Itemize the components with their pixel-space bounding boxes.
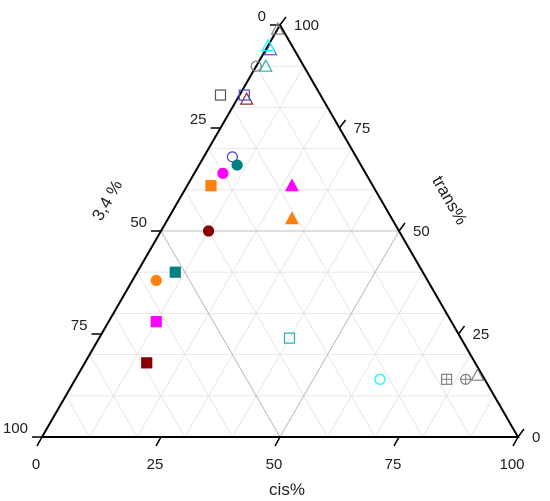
tick-label-cis: 0 — [32, 456, 40, 473]
data-point — [226, 151, 238, 163]
grid-line — [89, 354, 138, 438]
tick-mark — [274, 436, 281, 447]
tick-label-trans: 75 — [354, 120, 371, 137]
data-point — [205, 180, 217, 192]
tick-label-cis: 75 — [385, 456, 402, 473]
tick-label-34: 25 — [190, 111, 207, 128]
grid-line — [113, 313, 186, 438]
tick-mark — [338, 119, 347, 129]
data-point — [284, 178, 299, 192]
grid-line — [136, 271, 233, 438]
tick-label-34: 50 — [130, 214, 147, 231]
grid-line — [422, 354, 471, 438]
tick-label-34: 100 — [3, 420, 28, 437]
tick-label-cis: 100 — [499, 456, 524, 473]
tick-mark — [517, 428, 525, 438]
grid-line — [65, 395, 90, 438]
tick-label-34: 75 — [71, 317, 88, 334]
tick-label-trans: 100 — [294, 17, 319, 34]
tick-label-cis: 50 — [266, 456, 283, 473]
data-point — [203, 225, 215, 237]
data-point — [239, 91, 254, 105]
data-point — [258, 58, 273, 72]
tick-label-34: 0 — [258, 8, 266, 25]
tick-mark — [155, 436, 162, 447]
tick-mark — [457, 325, 466, 335]
tick-labels: 0 25 50 75 100 100 75 50 25 0 0 25 50 75 100 — [3, 8, 540, 473]
data-point — [283, 332, 296, 344]
grid-line — [89, 65, 305, 438]
data-point — [270, 21, 285, 35]
axis-title-cis: cis% — [269, 480, 305, 499]
data-points — [141, 21, 485, 385]
data-point — [214, 89, 227, 101]
grid-line — [279, 230, 400, 438]
grid-line — [184, 148, 352, 438]
data-point — [150, 274, 162, 287]
tick-mark — [393, 436, 400, 447]
data-point — [169, 266, 181, 278]
grid-line — [208, 148, 376, 438]
grid-line — [255, 65, 471, 438]
data-point — [217, 167, 229, 179]
data-point — [238, 89, 250, 101]
grid-line — [160, 230, 281, 438]
grid — [65, 65, 495, 438]
tick-mark — [279, 16, 287, 26]
tick-label-trans: 0 — [532, 429, 540, 446]
data-point — [284, 211, 299, 225]
data-point — [374, 373, 386, 385]
tick-label-cis: 25 — [147, 456, 164, 473]
axis-title-34: 3,4 % — [88, 177, 126, 224]
tick-mark — [398, 222, 406, 232]
tick-label-trans: 25 — [473, 326, 490, 343]
data-point — [150, 316, 162, 328]
data-point — [261, 38, 276, 52]
data-point — [231, 159, 243, 171]
grid-line — [470, 395, 495, 438]
tick-label-trans: 50 — [413, 223, 430, 240]
tick-mark — [36, 436, 43, 447]
data-point — [141, 357, 153, 369]
data-point — [250, 60, 262, 72]
tick-mark — [512, 436, 519, 447]
data-point — [470, 367, 485, 381]
axis-title-trans: trans% — [428, 173, 471, 228]
grid-line — [327, 271, 424, 438]
grid-line — [374, 313, 447, 438]
